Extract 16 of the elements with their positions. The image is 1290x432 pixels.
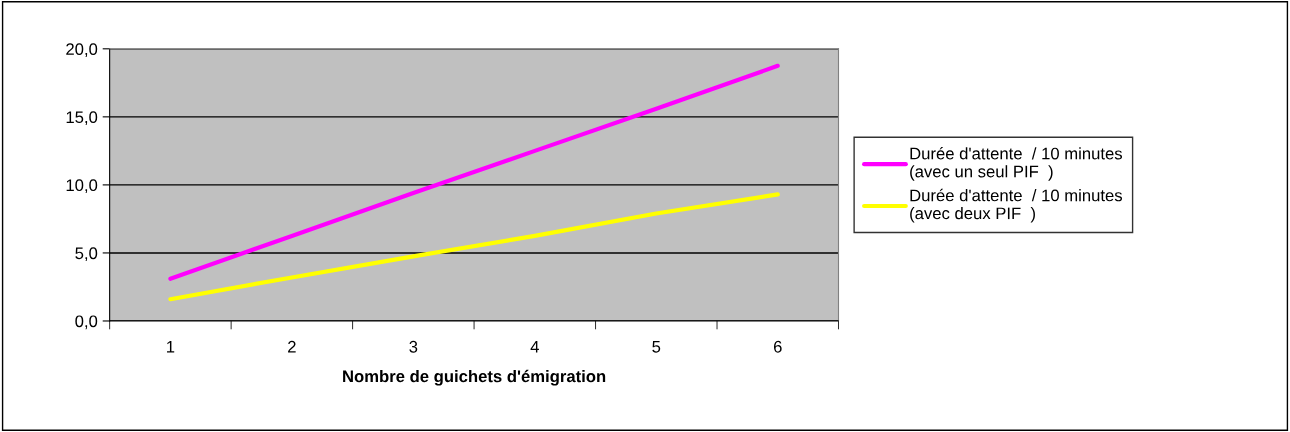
x-tick-label: 6 <box>773 340 782 353</box>
y-tick-label: 5,0 <box>75 247 98 262</box>
y-tick-label: 15,0 <box>66 111 98 126</box>
line-series <box>168 192 780 302</box>
y-tick-label: 10,0 <box>66 179 98 194</box>
legend-label: Durée d'attente / 10 minutes (avec un seul PIF ) <box>910 147 1123 181</box>
x-axis-title: Nombre de guichets d'émigration <box>343 369 606 386</box>
legend-label: Durée d'attente / 10 minutes (avec deux PIF ) <box>910 188 1123 223</box>
line-series <box>168 63 780 281</box>
x-tick-label: 3 <box>409 340 418 353</box>
y-tick-label: 0,0 <box>75 315 98 330</box>
x-tick-label: 5 <box>652 341 661 353</box>
x-tick-label: 1 <box>167 341 175 353</box>
x-tick-label: 2 <box>288 340 296 353</box>
x-tick-label: 4 <box>530 341 539 353</box>
y-tick-label: 20,0 <box>66 43 98 57</box>
